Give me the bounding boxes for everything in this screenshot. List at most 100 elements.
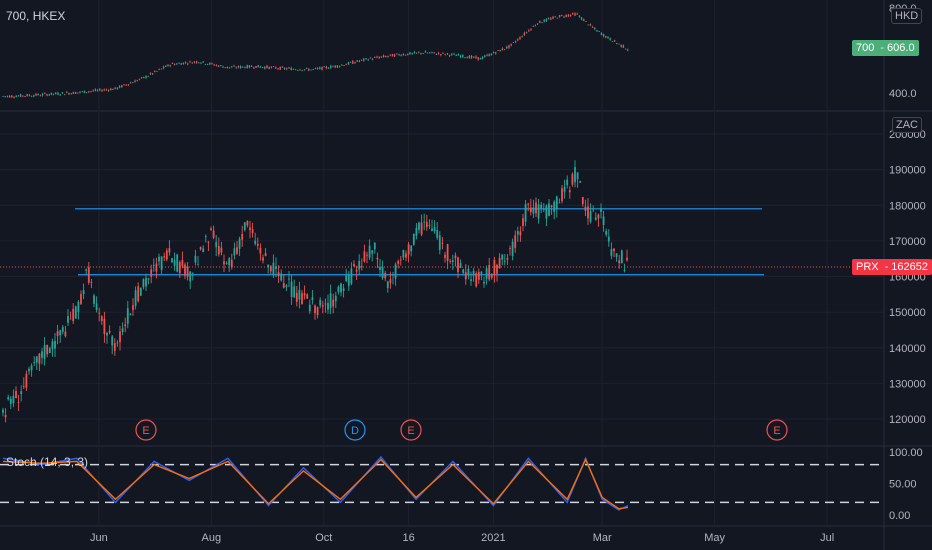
candle-body [246, 221, 249, 226]
top-y-tick-label: 400.0 [889, 88, 917, 100]
top-candle-body [426, 52, 429, 54]
candle-body [355, 269, 358, 272]
candle-body [342, 288, 345, 291]
candle-body [59, 330, 62, 336]
candle-body [480, 271, 483, 274]
candle-body [360, 266, 363, 267]
candle-body [113, 343, 116, 351]
top-candle-body [565, 14, 567, 17]
top-currency-label[interactable]: HKD [891, 8, 923, 24]
top-candle-body [411, 52, 413, 54]
candle-body [22, 385, 25, 387]
candle-body [85, 269, 88, 271]
candle-body [615, 253, 618, 257]
top-candle-body [391, 54, 394, 57]
candle-body [561, 188, 563, 202]
candle-body [285, 285, 288, 287]
dividend-marker: D [344, 419, 366, 441]
top-candle-body [138, 78, 141, 80]
top-candle-body [125, 84, 127, 86]
top-candle-body [46, 94, 48, 96]
x-tick-label: May [704, 532, 725, 544]
candle-body [441, 243, 444, 244]
top-candle-body [517, 39, 519, 41]
candle-body [43, 345, 46, 359]
top-candle-body [24, 95, 26, 97]
candle-body [394, 264, 397, 279]
top-candle-body [508, 45, 510, 48]
top-candle-body [66, 92, 68, 94]
candle-body [490, 274, 493, 278]
top-candle-body [167, 64, 169, 67]
candle-body [124, 324, 127, 327]
top-candle-body [349, 61, 352, 63]
candle-body [368, 245, 371, 258]
main-y-tick-label: 130000 [889, 378, 926, 390]
candle-body [20, 391, 23, 395]
main-currency-label[interactable]: ZAC [892, 117, 922, 133]
candle-body [288, 278, 290, 280]
top-candle-body [297, 70, 299, 71]
top-candle-body [539, 20, 541, 23]
earnings-marker: E [766, 419, 788, 441]
top-candle-body [118, 85, 121, 88]
top-candle-body [446, 53, 449, 55]
main-y-tick-label: 140000 [889, 343, 926, 355]
top-candle-body [440, 54, 442, 56]
top-candle-body [567, 14, 570, 16]
top-candle-body [550, 18, 552, 20]
candle-body [509, 248, 511, 249]
top-candle-body [195, 61, 198, 63]
candle-body [121, 328, 124, 333]
top-candle-body [402, 54, 405, 56]
candle-body [431, 228, 433, 231]
top-candle-body [37, 93, 39, 96]
top-candle-body [627, 49, 629, 51]
candle-body [501, 254, 504, 260]
stoch-y-tick-label: 100.00 [889, 447, 923, 459]
top-candle-body [323, 66, 325, 68]
top-candle-body [182, 62, 185, 65]
top-candle-body [48, 94, 50, 96]
candle-body [191, 272, 194, 274]
candle-body [41, 351, 43, 358]
candle-body [321, 305, 324, 307]
candle-body [584, 206, 587, 211]
candle-body [581, 197, 584, 205]
top-candle-body [257, 65, 259, 68]
top-candle-body [602, 33, 605, 37]
candle-body [189, 271, 192, 282]
candle-body [212, 230, 215, 238]
top-candle-body [431, 51, 433, 53]
top-candle-body [292, 68, 295, 70]
top-candle-body [574, 13, 576, 16]
candle-body [600, 208, 602, 212]
candle-body [496, 264, 498, 274]
top-candle-body [215, 64, 218, 66]
candle-body [433, 226, 436, 232]
candle-body [475, 273, 478, 287]
top-candle-body [242, 66, 244, 68]
top-candle-body [308, 69, 310, 71]
top-candle-body [211, 63, 213, 64]
symbol-tag-name: 700 [856, 42, 875, 54]
candle-body [256, 243, 259, 246]
top-candle-body [325, 66, 328, 69]
top-candle-body [239, 66, 242, 68]
top-candle-body [143, 76, 145, 79]
top-candle-body [228, 67, 231, 69]
candle-body [238, 238, 241, 249]
top-candle-body [2, 96, 4, 97]
candle-body [516, 231, 519, 235]
top-candle-body [165, 65, 167, 67]
top-candle-body [561, 15, 563, 16]
candle-body [38, 353, 41, 364]
top-candle-body [220, 65, 222, 67]
top-candle-body [369, 57, 372, 59]
candle-body [579, 181, 582, 183]
top-candle-body [613, 40, 616, 42]
top-candle-body [140, 77, 143, 79]
top-candle-body [563, 16, 565, 18]
top-candle-body [514, 41, 517, 43]
